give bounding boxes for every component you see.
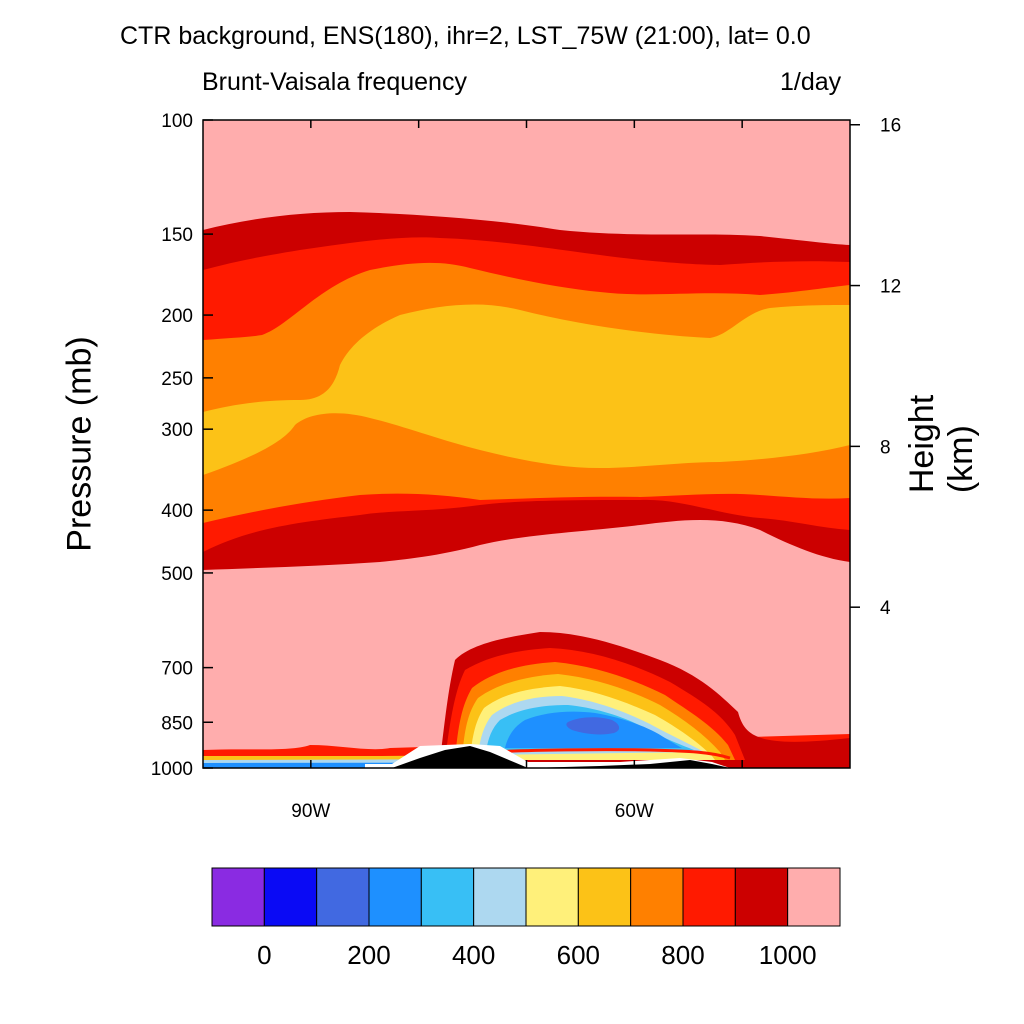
- contour-dome-core: [566, 717, 620, 735]
- y-tick-label-500: 500: [161, 564, 193, 585]
- colorbar: 0 200 400 600 800 1000: [211, 867, 841, 970]
- y-tick-label-300: 300: [161, 420, 193, 441]
- y-tick-label-1000: 1000: [151, 759, 193, 780]
- y-tick-label-200: 200: [161, 306, 193, 327]
- colorbar-label-0: 0: [257, 940, 271, 970]
- colorbar-label-400: 400: [452, 940, 495, 970]
- colorbar-swatch-5: [473, 867, 527, 927]
- colorbar-swatch-7: [577, 867, 632, 927]
- axis-ticks: 100 150 200 250 300 400 500 700 850 1000 16 12 8 4 90W…: [151, 111, 901, 822]
- colorbar-swatch-8: [630, 867, 684, 927]
- y-tick-label-150: 150: [161, 225, 193, 246]
- colorbar-label-200: 200: [347, 940, 390, 970]
- y-tick-label-250: 250: [161, 369, 193, 390]
- colorbar-swatch-0: [211, 867, 265, 927]
- colorbar-swatch-1: [263, 867, 318, 927]
- x-tick-label-60: 60W: [615, 801, 654, 822]
- chart-subtitle-units: 1/day: [780, 68, 842, 96]
- y-tick-label-700: 700: [161, 659, 193, 680]
- colorbar-swatch-6: [525, 867, 579, 927]
- x-tick-label-90: 90W: [291, 801, 330, 822]
- colorbar-swatch-10: [734, 867, 789, 927]
- y-tick-label-850: 850: [161, 713, 193, 734]
- contour-surface-redline: [489, 748, 731, 760]
- y-tick-label-400: 400: [161, 501, 193, 522]
- colorbar-label-600: 600: [557, 940, 600, 970]
- colorbar-swatch-3: [368, 867, 422, 927]
- y-tick-label-100: 100: [161, 111, 193, 132]
- contour-field: [203, 120, 850, 768]
- colorbar-label-800: 800: [661, 940, 704, 970]
- chart-subtitle-variable: Brunt-Vaisala frequency: [202, 68, 467, 96]
- height-tick-label-4: 4: [880, 598, 891, 619]
- height-tick-label-16: 16: [880, 116, 901, 137]
- colorbar-swatch-2: [316, 867, 370, 927]
- height-tick-label-8: 8: [880, 437, 891, 458]
- colorbar-swatch-4: [420, 867, 475, 927]
- colorbar-label-1000: 1000: [759, 940, 817, 970]
- height-tick-label-12: 12: [880, 277, 901, 298]
- contour-band-gold: [203, 304, 850, 475]
- colorbar-swatch-11: [787, 867, 841, 927]
- terrain-mountain: [392, 746, 730, 768]
- colorbar-swatch-9: [682, 867, 736, 927]
- chart-title: CTR background, ENS(180), ihr=2, LST_75W…: [120, 22, 811, 50]
